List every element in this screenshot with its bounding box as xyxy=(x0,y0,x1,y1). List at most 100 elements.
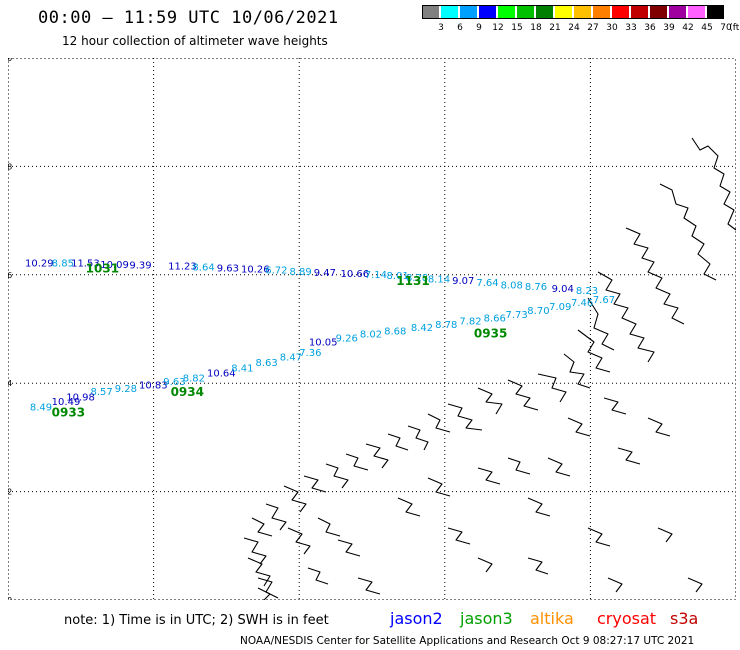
coastline-segment xyxy=(477,557,493,573)
swh-value-label: 8.23 xyxy=(576,286,598,297)
coastline-segment xyxy=(607,577,623,593)
swh-value-label: 7.67 xyxy=(593,295,615,306)
lat-tick-label: 60 xyxy=(8,596,12,600)
page-subtitle: 12 hour collection of altimeter wave hei… xyxy=(62,34,328,48)
pass-time-label: 0933 xyxy=(52,405,85,419)
swh-value-label: 8.08 xyxy=(501,280,523,291)
credit-line: NOAA/NESDIS Center for Satellite Applica… xyxy=(240,635,695,647)
swh-value-label: 10.64 xyxy=(207,369,236,380)
legend-swatch-15 xyxy=(498,5,515,19)
legend-swatch-24 xyxy=(555,5,572,19)
legend-label-6: 6 xyxy=(457,23,463,33)
swh-value-label: 8.63 xyxy=(256,358,278,369)
coastline-segment xyxy=(657,527,673,543)
coastline-segment xyxy=(447,403,483,431)
legend-swatch-45 xyxy=(688,5,705,19)
legend-label-30: 30 xyxy=(606,23,618,33)
swh-value-label: 10.66 xyxy=(340,269,369,280)
legend-border xyxy=(422,5,724,19)
satellite-label-jason2: jason2 xyxy=(390,609,443,628)
lat-tick-label: 64 xyxy=(8,379,12,388)
swh-value-label: 10.49 xyxy=(52,397,81,408)
swh-value-label: 11.23 xyxy=(168,261,197,272)
legend-label-15: 15 xyxy=(511,23,523,33)
coastline-segment xyxy=(243,537,267,565)
map-grid xyxy=(8,58,736,600)
coastline-segment xyxy=(477,467,501,485)
coastline-segment xyxy=(365,443,389,469)
pass-time-label: 0935 xyxy=(474,327,507,341)
coastline-segment xyxy=(427,413,451,433)
legend-swatch-70 xyxy=(707,5,724,19)
legend-label-45: 45 xyxy=(701,23,713,33)
coastline-segment xyxy=(563,353,591,389)
coastline-segment xyxy=(303,475,327,493)
coastline-segment xyxy=(325,463,349,489)
legend-label-21: 21 xyxy=(549,23,561,33)
page-title: 00:00 – 11:59 UTC 10/06/2021 xyxy=(38,8,339,28)
legend-swatch-3 xyxy=(422,5,439,19)
swh-value-label: 8.64 xyxy=(192,262,214,273)
legend-label-36: 36 xyxy=(644,23,656,33)
swh-value-label: 7.64 xyxy=(476,278,498,289)
pass-time-label: 1031 xyxy=(86,262,119,276)
coastline-segment xyxy=(337,539,361,557)
swh-value-label: 8.01 xyxy=(387,271,409,282)
legend-label-9: 9 xyxy=(476,23,482,33)
lat-tick-label: 66 xyxy=(8,271,12,280)
pass-time-label: 0934 xyxy=(171,385,204,399)
coastline-segment xyxy=(427,477,451,497)
swh-value-label: 7.36 xyxy=(299,348,321,359)
swh-value-label: 8.70 xyxy=(527,306,549,317)
swh-value-label: 10.83 xyxy=(139,381,168,392)
swh-value-label: 9.04 xyxy=(552,284,574,295)
footer-note: note: 1) Time is in UTC; 2) SWH is in fe… xyxy=(64,613,329,628)
coastline-segment xyxy=(659,183,717,281)
legend-swatch-6 xyxy=(441,5,458,19)
coastline-segment xyxy=(597,271,655,363)
coastline-segment xyxy=(257,587,271,600)
coastline-segment xyxy=(357,577,381,595)
swh-value-label: 9.63 xyxy=(163,377,185,388)
coastline-segment xyxy=(317,517,341,537)
legend-swatch-36 xyxy=(631,5,648,19)
coastline-segment xyxy=(283,485,307,513)
coastline-segment xyxy=(625,227,685,325)
coastline-segment xyxy=(247,557,271,587)
lat-tick-label: 68 xyxy=(8,162,12,171)
swh-value-label: 8.68 xyxy=(384,326,406,337)
coastline-segment xyxy=(691,137,736,231)
swh-value-label: 10.05 xyxy=(309,337,338,348)
coastline-segment xyxy=(647,417,671,437)
lat-tick-label: 62 xyxy=(8,488,12,497)
satellite-label-altika: altika xyxy=(530,609,574,628)
swh-value-label: 8.42 xyxy=(411,323,433,334)
legend-swatch-21 xyxy=(536,5,553,19)
swh-value-label: 9.39 xyxy=(129,260,151,271)
coastline-segment xyxy=(387,433,409,451)
coastline xyxy=(243,137,736,600)
swh-value-label: 8.57 xyxy=(91,387,113,398)
legend-label-70: 70 xyxy=(720,23,732,33)
coastline-segment xyxy=(587,527,611,547)
coastline-segment xyxy=(307,567,329,585)
swh-value-label: 7.14 xyxy=(365,270,387,281)
coastline-segment xyxy=(527,557,549,575)
coastline-segment xyxy=(265,503,287,531)
coastline-segment xyxy=(577,329,611,373)
swh-value-label: 9.63 xyxy=(217,264,239,275)
swh-value-label: 10.29 xyxy=(25,259,54,270)
legend-label-27: 27 xyxy=(587,23,599,33)
coastline-segment xyxy=(547,457,571,477)
swh-value-label: 7.46 xyxy=(571,298,593,309)
swh-value-label: 9.47 xyxy=(314,268,336,279)
legend-label-39: 39 xyxy=(663,23,675,33)
swh-value-label: 7.09 xyxy=(549,302,571,313)
swh-value-label: 8.41 xyxy=(231,363,253,374)
satellite-label-jason3: jason3 xyxy=(460,609,513,628)
coastline-segment xyxy=(587,297,615,351)
legend-swatch-9 xyxy=(460,5,477,19)
coastline-segment xyxy=(507,379,539,411)
